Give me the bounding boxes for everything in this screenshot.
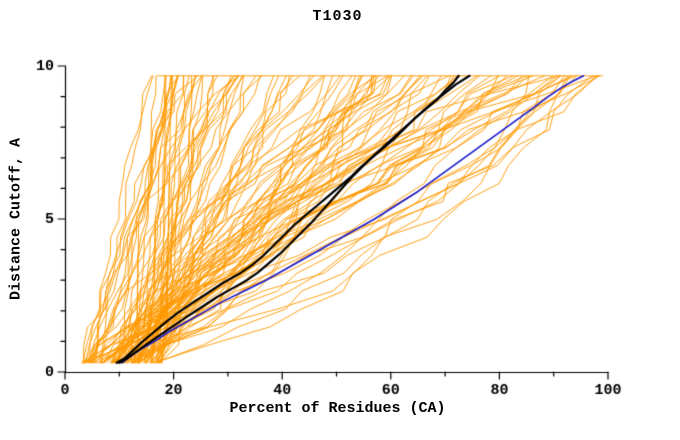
y-axis-label: Distance Cutoff, A (7, 137, 25, 301)
chart-title: T1030 (312, 8, 363, 25)
x-axis-label: Percent of Residues (CA) (229, 400, 446, 417)
